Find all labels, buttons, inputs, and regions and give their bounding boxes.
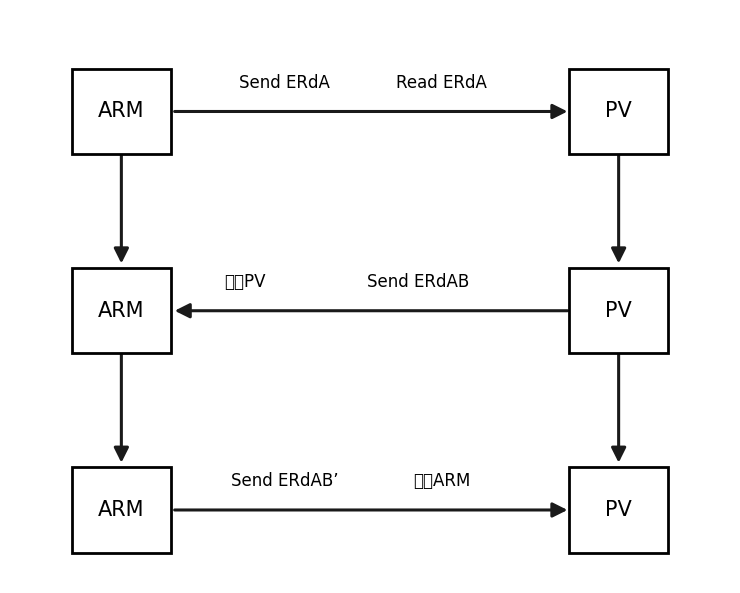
Bar	[569, 268, 668, 353]
Text: PV: PV	[605, 301, 632, 321]
Text: Send ERdAB’: Send ERdAB’	[231, 472, 338, 490]
Bar	[72, 69, 171, 154]
Text: 验证ARM: 验证ARM	[413, 472, 471, 490]
Text: PV: PV	[605, 101, 632, 122]
Bar	[72, 467, 171, 553]
Text: Send ERdAB: Send ERdAB	[367, 273, 469, 291]
Bar	[569, 467, 668, 553]
Bar	[72, 268, 171, 353]
Text: ARM: ARM	[98, 101, 144, 122]
Text: Read ERdA: Read ERdA	[397, 74, 487, 91]
Text: ARM: ARM	[98, 301, 144, 321]
Text: Send ERdA: Send ERdA	[239, 74, 330, 91]
Text: PV: PV	[605, 500, 632, 520]
Text: ARM: ARM	[98, 500, 144, 520]
Text: 验证PV: 验证PV	[225, 273, 266, 291]
Bar	[569, 69, 668, 154]
